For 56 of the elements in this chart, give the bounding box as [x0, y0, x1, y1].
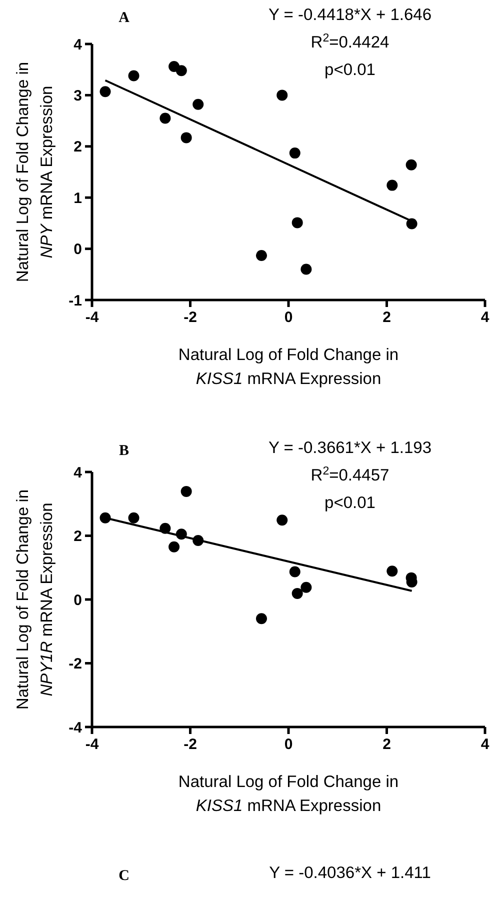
- x-tick-label: 0: [284, 309, 293, 326]
- text: Y = -0.4418*X + 1.646: [268, 6, 432, 24]
- x-tick-label: -4: [85, 736, 100, 753]
- point: [289, 566, 300, 578]
- point: [128, 70, 140, 82]
- point: [406, 159, 417, 170]
- point: [406, 218, 418, 230]
- y-tick-label: -4: [68, 719, 83, 736]
- chart-title: B: [118, 443, 130, 459]
- x-tick-label: 4: [480, 309, 490, 326]
- x-tick-label: -2: [184, 736, 197, 753]
- y-tick-label: 3: [74, 87, 82, 104]
- point: [160, 112, 171, 124]
- annotation: R$^{2}$=0.4457: [310, 466, 390, 484]
- point: [192, 98, 204, 110]
- text: C: [118, 868, 130, 884]
- point: [128, 512, 140, 524]
- x-tick-label: 2: [382, 736, 391, 753]
- annotation: p<0.01: [324, 61, 376, 79]
- point: [168, 541, 180, 552]
- chart-title: A: [118, 10, 130, 26]
- point: [176, 65, 187, 76]
- x-tick-label: -2: [184, 309, 197, 326]
- x-tick-label: 0: [284, 736, 293, 753]
- point: [289, 148, 300, 159]
- y-tick-label: 2: [74, 138, 82, 156]
- y-tick-label: 4: [74, 464, 83, 482]
- point: [256, 250, 267, 261]
- x-tick-label: 4: [480, 736, 490, 753]
- point: [256, 613, 267, 624]
- y-tick-label: 0: [74, 241, 82, 258]
- x-axis-title: Natural Log of Fold Change in KISS1 mRNA Expression: [178, 346, 399, 388]
- point: [292, 588, 303, 599]
- y-tick-label: 0: [74, 592, 82, 609]
- point: [300, 582, 312, 593]
- x-axis-title: Natural Log of Fold Change in KISS1 mRNA Expression: [178, 773, 399, 815]
- x-tick-label: -4: [85, 309, 100, 326]
- annotation: p<0.01: [324, 494, 376, 512]
- text: Y = -0.4036*X + 1.411: [269, 864, 431, 882]
- point: [292, 217, 303, 228]
- point: [386, 566, 398, 577]
- point: [386, 180, 398, 191]
- y-tick-label: 4: [74, 36, 83, 54]
- point: [300, 264, 312, 275]
- point: [276, 90, 288, 101]
- point: [100, 86, 111, 98]
- point: [180, 132, 192, 144]
- x-tick-label: 2: [382, 309, 391, 326]
- y-tick-label: 2: [74, 528, 82, 545]
- point: [180, 486, 192, 497]
- y-tick-label: 1: [74, 190, 82, 207]
- y-tick-label: -1: [68, 292, 82, 310]
- y-tick-label: -2: [68, 656, 82, 672]
- text: Y = -0.3661*X + 1.193: [268, 439, 432, 457]
- annotation: R$^{2}$=0.4424: [310, 32, 390, 52]
- point: [276, 514, 288, 526]
